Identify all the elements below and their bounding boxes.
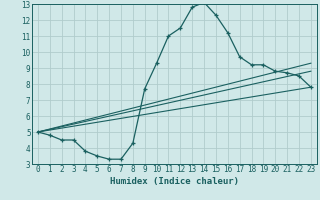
X-axis label: Humidex (Indice chaleur): Humidex (Indice chaleur) (110, 177, 239, 186)
